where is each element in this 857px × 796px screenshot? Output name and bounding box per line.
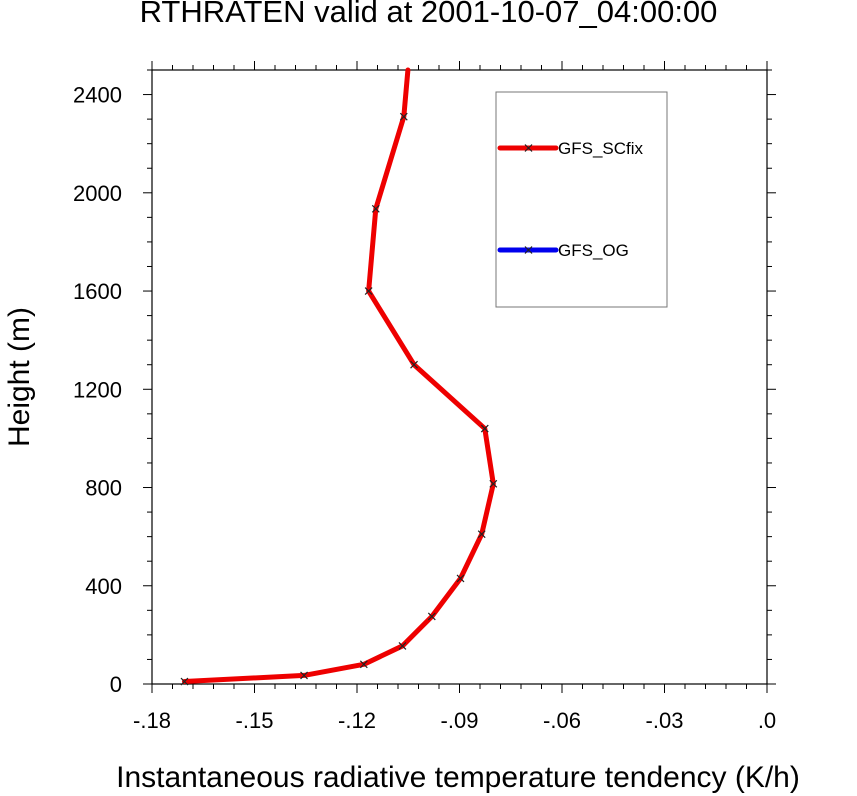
tick-labels: -.18 -.15 -.12 -.09 -.06 -.03 .0 0 400 800 1200 160… (73, 83, 776, 733)
x-tick-label: -.06 (543, 708, 581, 733)
data-point-marker (410, 360, 418, 369)
legend: GFS_SCfix GFS_OG (495, 91, 668, 308)
data-point-marker (371, 204, 380, 213)
x-tick-label: .0 (758, 708, 776, 733)
x-tick-label: -.03 (646, 708, 684, 733)
y-tick-label: 1600 (73, 279, 122, 304)
data-point-marker (456, 574, 465, 583)
data-point-marker (300, 671, 308, 680)
x-tick-label: -.15 (236, 708, 274, 733)
y-tick-label: 2400 (73, 83, 122, 108)
data-point-marker (364, 287, 373, 295)
x-axis-label: Instantaneous radiative temperature tend… (116, 761, 800, 794)
data-point-marker (489, 479, 498, 488)
axis-ticks (143, 61, 776, 693)
plot-frame (151, 69, 768, 685)
data-point-marker (427, 612, 436, 621)
data-point-marker (398, 642, 407, 650)
data-point-marker (359, 660, 368, 669)
y-tick-label: 0 (110, 672, 122, 697)
plot-border (151, 69, 768, 685)
legend-marker (524, 144, 533, 152)
x-tick-label: -.09 (441, 708, 479, 733)
series-lines (180, 67, 498, 686)
legend-label-GFS_OG: GFS_OG (558, 241, 629, 260)
series-line-GFS_SCfix (181, 67, 496, 685)
legend-label-GFS_SCfix: GFS_SCfix (558, 139, 644, 158)
data-point-marker (399, 112, 408, 121)
y-tick-label: 800 (85, 476, 122, 501)
y-axis-label: Height (m) (3, 307, 36, 447)
y-tick-label: 400 (85, 574, 122, 599)
x-tick-label: -.12 (338, 708, 376, 733)
legend-marker (524, 246, 533, 254)
y-tick-label: 1200 (73, 377, 122, 402)
data-point-marker (477, 530, 486, 539)
chart-title: RTHRATEN valid at 2001-10-07_04:00:00 (139, 0, 718, 29)
legend-box (495, 91, 668, 308)
data-point-marker (180, 677, 189, 686)
data-point-marker (480, 424, 489, 433)
x-tick-label: -.18 (133, 708, 171, 733)
y-tick-label: 2000 (73, 181, 122, 206)
